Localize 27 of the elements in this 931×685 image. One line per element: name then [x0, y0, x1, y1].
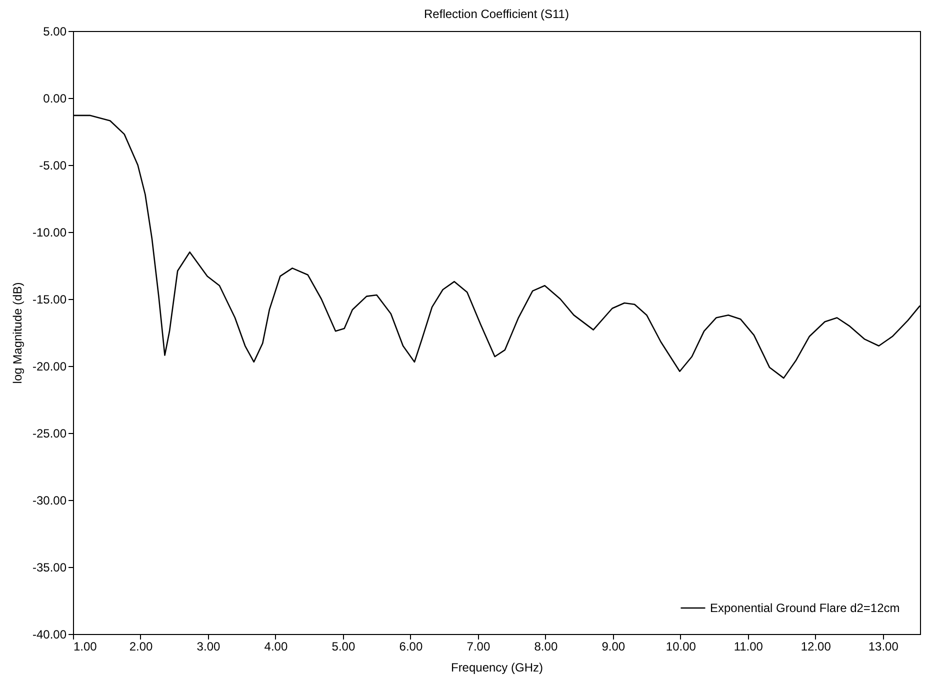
y-tick-label: 5.00 — [43, 24, 67, 38]
x-tick-label: 13.00 — [868, 640, 899, 654]
chart-title: Reflection Coefficient (S11) — [424, 7, 569, 21]
x-tick-label: 8.00 — [534, 640, 558, 654]
x-tick-label: 5.00 — [332, 640, 356, 654]
y-tick-label: -30.00 — [32, 494, 67, 508]
x-tick-label: 10.00 — [666, 640, 696, 654]
y-tick-label: -40.00 — [32, 628, 67, 642]
y-tick-label: 0.00 — [43, 92, 67, 106]
x-tick-label: 6.00 — [399, 640, 423, 654]
y-axis-title: log Magnitude (dB) — [10, 282, 24, 384]
y-tick-label: -5.00 — [39, 158, 67, 172]
x-tick-label: 1.00 — [74, 640, 98, 654]
y-tick-label: -35.00 — [32, 560, 67, 574]
y-tick-label: -10.00 — [32, 226, 67, 240]
x-tick-label: 2.00 — [129, 640, 153, 654]
x-tick-label: 7.00 — [466, 640, 490, 654]
x-tick-label: 4.00 — [264, 640, 288, 654]
x-tick-label: 3.00 — [196, 640, 220, 654]
y-tick-label: -15.00 — [32, 292, 67, 306]
y-tick-label: -20.00 — [32, 360, 67, 374]
x-axis-title: Frequency (GHz) — [450, 660, 544, 674]
legend-label: Exponential Ground Flare d2=12cm — [710, 601, 900, 615]
x-tick-label: 12.00 — [800, 640, 832, 654]
x-tick-label: 9.00 — [602, 640, 626, 654]
y-tick-label: -25.00 — [32, 426, 67, 440]
x-tick-label: 11.00 — [734, 640, 764, 654]
